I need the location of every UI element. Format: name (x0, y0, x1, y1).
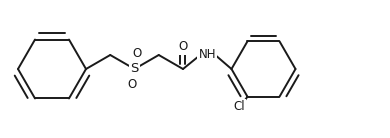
Text: NH: NH (199, 48, 216, 62)
Text: O: O (133, 47, 142, 60)
Text: O: O (178, 40, 188, 54)
Text: Cl: Cl (234, 100, 245, 113)
Text: O: O (127, 78, 136, 91)
Text: S: S (130, 63, 139, 75)
